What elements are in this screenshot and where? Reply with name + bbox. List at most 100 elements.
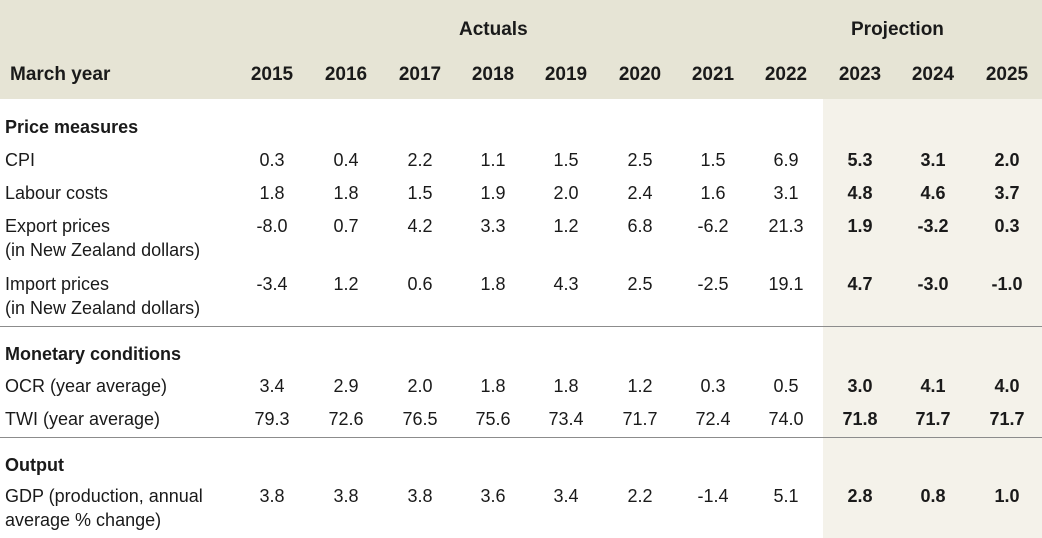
table-cell: 76.5 xyxy=(402,409,438,429)
table-cell: 1.2 xyxy=(553,216,579,236)
table-cell: 2.2 xyxy=(407,150,433,170)
row-label: CPI xyxy=(5,150,36,170)
table-cell: 4.1 xyxy=(920,376,946,396)
table-cell: 2.2 xyxy=(627,486,653,506)
table-cell: 1.8 xyxy=(553,376,579,396)
table-cell: -1.4 xyxy=(697,486,729,506)
row-label: Labour costs xyxy=(5,183,109,203)
table-cell: 21.3 xyxy=(768,216,804,236)
table-cell: 72.6 xyxy=(328,409,364,429)
year-header-2024: 2024 xyxy=(911,64,955,85)
table-cell: -3.4 xyxy=(256,274,288,294)
row-label: TWI (year average) xyxy=(5,409,161,429)
table-cell: 1.8 xyxy=(333,183,359,203)
table-cell: 2.5 xyxy=(627,274,653,294)
table-cell: 75.6 xyxy=(475,409,511,429)
table-cell: 4.6 xyxy=(920,183,946,203)
table-cell: 2.0 xyxy=(553,183,579,203)
table-cell: 19.1 xyxy=(768,274,804,294)
table-cell: 4.8 xyxy=(847,183,873,203)
table-cell: 72.4 xyxy=(695,409,731,429)
table-cell: 0.4 xyxy=(333,150,359,170)
year-header-2023: 2023 xyxy=(838,64,882,85)
table-cell: 1.2 xyxy=(333,274,359,294)
table-cell: 3.6 xyxy=(480,486,506,506)
section-title: Price measures xyxy=(5,117,139,137)
table-cell: 1.9 xyxy=(847,216,873,236)
table-cell: 3.3 xyxy=(480,216,506,236)
table-cell: 3.8 xyxy=(259,486,285,506)
table-cell: 6.9 xyxy=(773,150,799,170)
table-cell: 1.2 xyxy=(627,376,653,396)
table-cell: 1.8 xyxy=(480,376,506,396)
year-header-2018: 2018 xyxy=(471,64,515,85)
table-cell: 1.9 xyxy=(480,183,506,203)
table-cell: 0.6 xyxy=(407,274,433,294)
table-cell: 6.8 xyxy=(627,216,653,236)
year-header-2015: 2015 xyxy=(250,64,294,85)
table-cell: 2.9 xyxy=(333,376,359,396)
table-cell: 3.8 xyxy=(407,486,433,506)
table-cell: 1.5 xyxy=(700,150,726,170)
table-cell: 4.2 xyxy=(407,216,433,236)
row-label: OCR (year average) xyxy=(5,376,168,396)
table-cell: 0.8 xyxy=(920,486,946,506)
row-label: Import prices xyxy=(5,274,110,294)
table-cell: 4.3 xyxy=(553,274,579,294)
table-cell: 0.5 xyxy=(773,376,799,396)
row-label: (in New Zealand dollars) xyxy=(5,298,201,318)
group-header-actuals: Actuals xyxy=(459,19,528,40)
table-cell: 71.7 xyxy=(622,409,658,429)
row-label-header: March year xyxy=(10,64,111,85)
table-cell: 3.1 xyxy=(773,183,799,203)
table-cell: 1.0 xyxy=(994,486,1020,506)
table-cell: 0.3 xyxy=(259,150,285,170)
table-cell: -2.5 xyxy=(697,274,729,294)
year-header-2021: 2021 xyxy=(691,64,735,85)
year-header-2020: 2020 xyxy=(618,64,662,85)
row-label: (in New Zealand dollars) xyxy=(5,240,201,260)
table-cell: 74.0 xyxy=(768,409,804,429)
projection-shading xyxy=(823,99,1042,538)
table-cell: -3.2 xyxy=(917,216,949,236)
table-cell: 3.0 xyxy=(847,376,873,396)
table-cell: 71.8 xyxy=(842,409,878,429)
section-title: Output xyxy=(5,455,64,475)
section-title: Monetary conditions xyxy=(5,344,182,364)
table-cell: 2.0 xyxy=(407,376,433,396)
year-header-2019: 2019 xyxy=(544,64,588,85)
table-cell: -3.0 xyxy=(917,274,949,294)
row-label: GDP (production, annual xyxy=(5,486,203,506)
table-cell: 73.4 xyxy=(548,409,584,429)
table-cell: 71.7 xyxy=(989,409,1025,429)
table-cell: 1.5 xyxy=(407,183,433,203)
group-header-projection: Projection xyxy=(851,19,944,40)
row-label: average % change) xyxy=(5,510,162,530)
table-cell: 3.1 xyxy=(920,150,946,170)
row-label: Export prices xyxy=(5,216,111,236)
table-cell: 2.4 xyxy=(627,183,653,203)
table-cell: 0.7 xyxy=(333,216,359,236)
table-cell: 2.5 xyxy=(627,150,653,170)
table-cell: 79.3 xyxy=(254,409,290,429)
table-cell: 2.8 xyxy=(847,486,873,506)
table-cell: 4.0 xyxy=(994,376,1020,396)
table-cell: 4.7 xyxy=(847,274,873,294)
year-header-2017: 2017 xyxy=(398,64,442,85)
table-cell: 3.8 xyxy=(333,486,359,506)
year-header-2016: 2016 xyxy=(324,64,368,85)
table-cell: 3.4 xyxy=(553,486,579,506)
table-cell: 1.8 xyxy=(480,274,506,294)
table-cell: 5.1 xyxy=(773,486,799,506)
table-cell: 1.6 xyxy=(700,183,726,203)
table-cell: -1.0 xyxy=(991,274,1023,294)
section-divider xyxy=(0,437,1042,438)
table-cell: -8.0 xyxy=(256,216,288,236)
year-header-2025: 2025 xyxy=(985,64,1029,85)
table-cell: 5.3 xyxy=(847,150,873,170)
table-cell: 1.5 xyxy=(553,150,579,170)
table-cell: 2.0 xyxy=(994,150,1020,170)
table-cell: 1.8 xyxy=(259,183,285,203)
section-divider xyxy=(0,326,1042,327)
table-cell: 3.7 xyxy=(994,183,1020,203)
